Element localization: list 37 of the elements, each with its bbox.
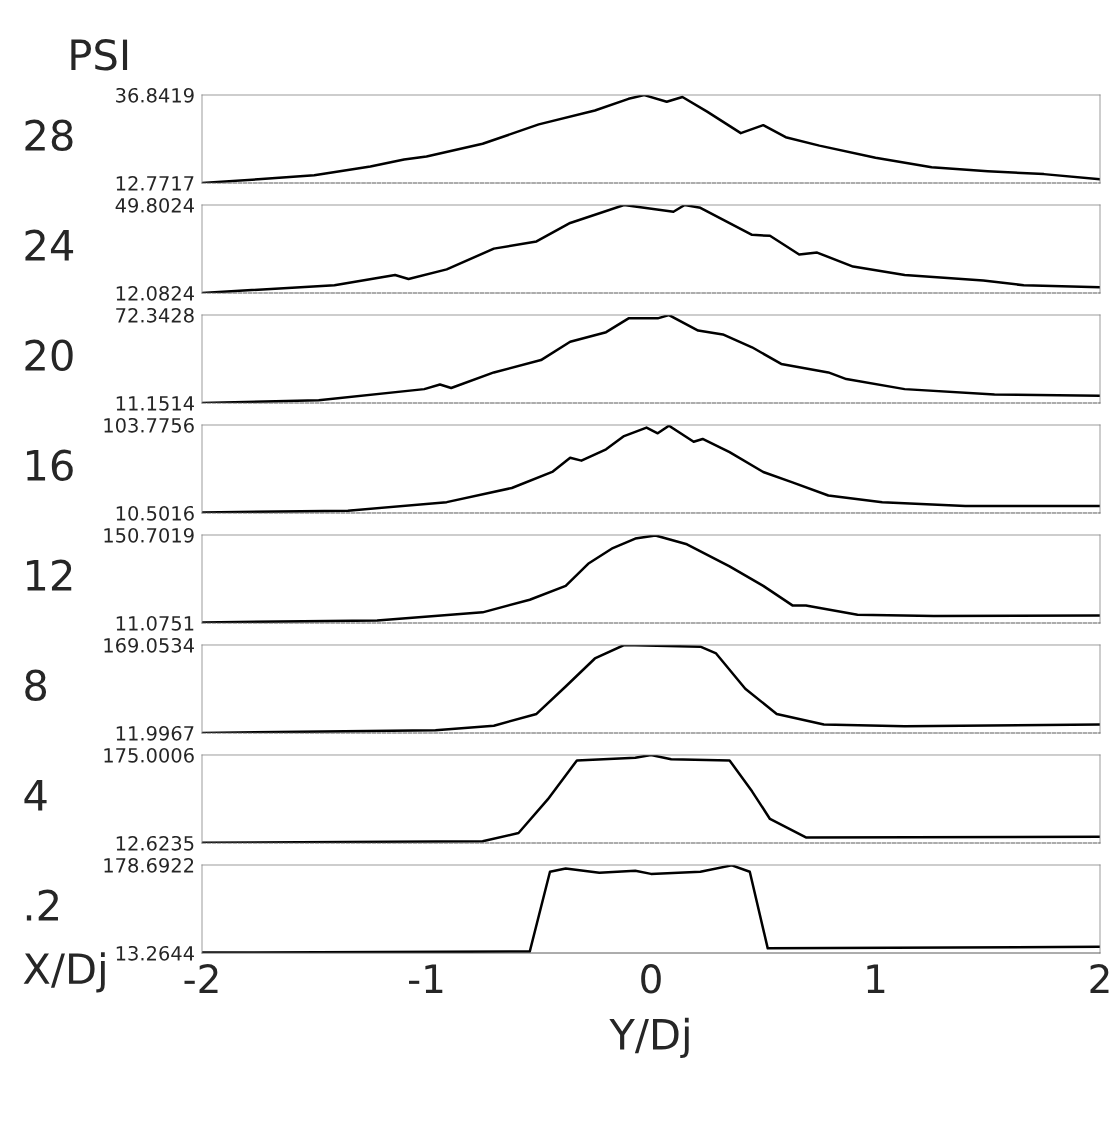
y-tick-label: 11.9967 xyxy=(116,725,194,741)
y-axis-title: .2 xyxy=(26,889,58,921)
y-axis-title: 24 xyxy=(25,229,74,261)
y-tick-label: 36.8419 xyxy=(116,87,194,103)
text: X/Dj xyxy=(23,952,105,993)
y-tick-label: 178.6922 xyxy=(104,857,194,873)
y-axis-title: 4 xyxy=(24,780,47,811)
y-tick-label: 12.0824 xyxy=(116,285,194,301)
y-tick-label: 11.0751 xyxy=(116,615,194,631)
x-tick-label: 1 xyxy=(867,964,885,993)
x-tick-label: 2 xyxy=(1090,964,1109,993)
y-axis-title: 20 xyxy=(25,339,73,372)
line-series xyxy=(202,205,1100,293)
y-axis-title: 8 xyxy=(25,669,47,702)
line-series xyxy=(202,535,1100,623)
chart-title: PSI xyxy=(71,39,128,71)
y-axis-title: 12 xyxy=(26,559,72,591)
x-tick-label: -1 xyxy=(409,964,443,993)
x-axis-title: Y/Dj xyxy=(609,1017,689,1059)
y-tick-label: 11.1514 xyxy=(116,396,194,411)
y-tick-label: 72.3428 xyxy=(116,307,194,323)
y-axis-title: 16 xyxy=(26,449,73,482)
y-axis-title: 28 xyxy=(25,119,73,152)
y-tick-label: 13.2644 xyxy=(116,945,194,961)
y-tick-label: 10.5016 xyxy=(116,505,194,521)
x-tick-label: -2 xyxy=(184,964,218,993)
y-tick-label: 49.8024 xyxy=(115,197,194,213)
line-series xyxy=(202,425,1100,513)
y-tick-label: 103.7756 xyxy=(104,417,194,433)
line-series xyxy=(202,95,1100,183)
y-tick-label: 175.0006 xyxy=(104,747,194,763)
y-tick-label: 12.7717 xyxy=(116,175,194,191)
line-series xyxy=(202,865,1100,953)
x-tick-label: 0 xyxy=(641,964,661,994)
y-tick-label: 12.6235 xyxy=(116,835,194,851)
y-tick-label: 169.0534 xyxy=(104,637,194,653)
y-tick-label: 150.7019 xyxy=(104,527,194,543)
